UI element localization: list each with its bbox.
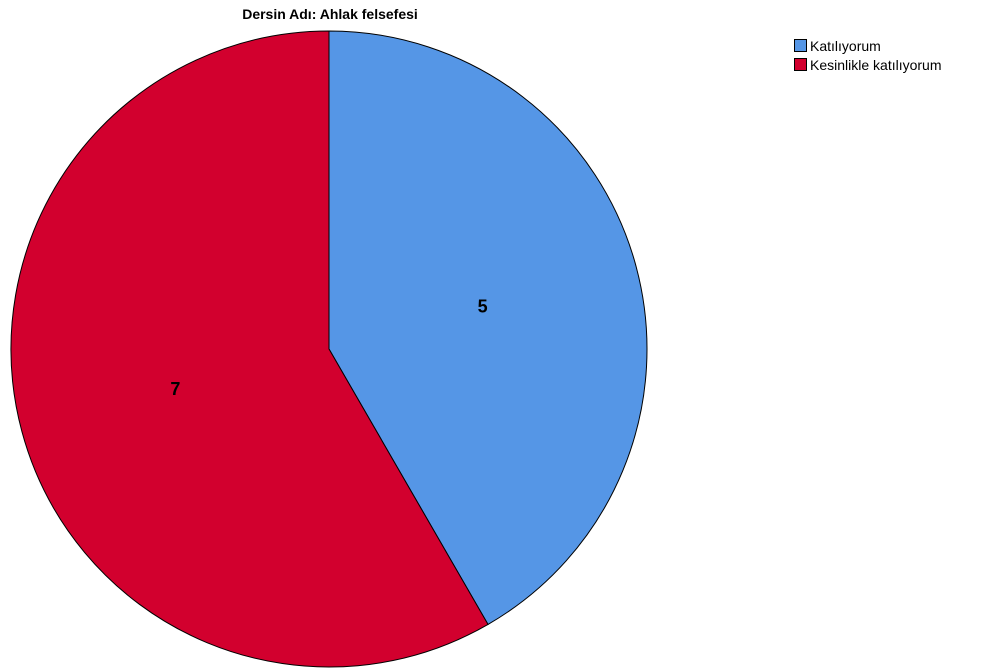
legend-label-kesinlikle-katiliyorum: Kesinlikle katılıyorum [810, 56, 942, 73]
pie-slice-katiliyorum [328, 30, 648, 626]
pie-slices [10, 30, 648, 668]
legend-swatch-kesinlikle-katiliyorum [794, 58, 807, 71]
legend: Katılıyorum Kesinlikle katılıyorum [794, 36, 942, 74]
legend-swatch-katiliyorum [794, 39, 807, 52]
legend-label-katiliyorum: Katılıyorum [810, 37, 881, 54]
pie-data-labels: 57 [170, 297, 487, 399]
pie-slice-kesinlikle-katiliyorum [10, 30, 489, 668]
data-label-kesinlikle-katiliyorum: 7 [170, 379, 180, 399]
data-label-katiliyorum: 5 [478, 297, 488, 317]
legend-item-katiliyorum: Katılıyorum [794, 36, 942, 55]
chart-title: Dersin Adı: Ahlak felsefesi [242, 6, 418, 22]
legend-item-kesinlikle-katiliyorum: Kesinlikle katılıyorum [794, 55, 942, 74]
